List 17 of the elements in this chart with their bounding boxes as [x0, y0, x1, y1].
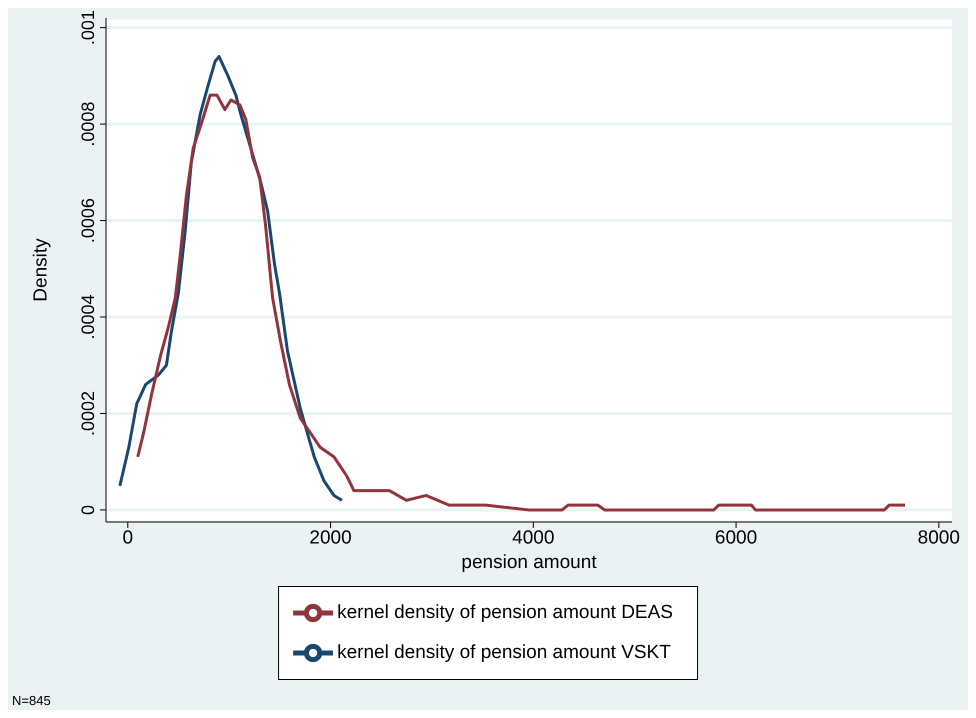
x-axis-title: pension amount: [461, 552, 598, 573]
y-tick-label: .0002: [78, 390, 98, 436]
text: N=845: [12, 693, 51, 708]
x-tick-label: 6000: [714, 527, 758, 548]
x-tick-label: 4000: [512, 527, 554, 548]
line-series: [136, 94, 907, 512]
legend-label: kernel density of pension amount VSKT: [337, 642, 671, 664]
y-tick-label: .0004: [78, 294, 98, 340]
y-axis-title: Density: [30, 238, 52, 302]
legend-label: kernel density of pension amount DEAS: [337, 602, 673, 624]
x-tick-label: 2000: [309, 527, 352, 548]
y-tick-label: .0008: [78, 102, 98, 147]
y-tick-label: .001: [78, 10, 98, 46]
x-tick-label: 8000: [918, 527, 960, 548]
y-tick-label: 0: [78, 504, 98, 515]
y-tick-label: .0006: [78, 198, 98, 244]
x-tick-label: 0: [122, 527, 134, 548]
